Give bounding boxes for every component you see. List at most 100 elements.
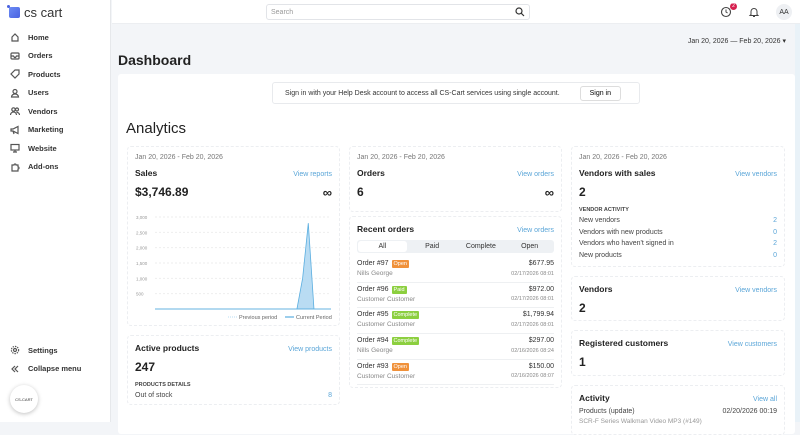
orders-value: 6 [357, 185, 364, 199]
order-customer: Nills George [357, 347, 393, 355]
logo[interactable]: cs cart [7, 5, 63, 20]
activity-label: Products (update) [579, 408, 635, 416]
search-input[interactable]: Search [266, 4, 530, 20]
y-tick-label: 2,500 [136, 230, 148, 235]
sidebar-item-label: Products [28, 69, 61, 79]
search-icon[interactable] [515, 7, 525, 17]
chevrons-left-icon [11, 365, 19, 373]
customers-title: Registered customers [579, 338, 669, 348]
row-value[interactable]: 2 [773, 240, 777, 248]
order-customer: Customer Customer [357, 295, 416, 303]
sales-chart: 500 1,000 1,500 2,000 2,500 3,000 Previous per… [136, 215, 332, 321]
order-row[interactable]: Order #96 Paid $972.00 Customer Customer 02/… [357, 283, 554, 309]
sidebar-item-label: Add-ons [28, 162, 59, 172]
vendors-sales-card: Jan 20, 2026 - Feb 20, 2026 Vendors with… [571, 146, 785, 267]
order-number: Order #95 [357, 311, 389, 319]
sidebar-item-add-ons[interactable]: Add-ons [0, 158, 111, 177]
helpdesk-banner: Sign in with your Help Desk account to a… [272, 82, 640, 104]
view-all-link[interactable]: View all [753, 396, 777, 403]
view-products-link[interactable]: View products [288, 346, 332, 353]
order-status-badge: Open [391, 362, 409, 371]
date-range-picker[interactable]: Jan 20, 2026 — Feb 20, 2026 ▾ [688, 37, 786, 45]
brand-name: cs cart [24, 5, 63, 20]
customers-value: 1 [579, 355, 586, 369]
sidebar-item-label: Vendors [28, 106, 58, 116]
scrollbar[interactable] [795, 24, 800, 422]
view-reports-link[interactable]: View reports [293, 171, 332, 178]
view-vendors-link[interactable]: View vendors [735, 287, 777, 294]
view-orders-link[interactable]: View orders [517, 171, 554, 178]
sidebar-item-label: Website [28, 143, 57, 153]
vendors-card: Vendors View vendors 2 [571, 276, 785, 321]
y-tick-label: 1,500 [136, 261, 148, 266]
notifications-button[interactable]: 2 [720, 3, 737, 19]
active-products-title: Active products [135, 343, 200, 353]
products-details-heading: PRODUCTS DETAILS [135, 382, 191, 388]
tab-paid[interactable]: Paid [425, 243, 440, 250]
view-vendors-link[interactable]: View vendors [735, 171, 777, 178]
order-row[interactable]: Order #97 Open $677.95 Nills George 02/17/20… [357, 257, 554, 283]
order-date: 02/17/2026 08:01 [511, 296, 554, 303]
order-row[interactable]: Order #95 Complete $1,799.94 Customer Custo… [357, 308, 554, 335]
notification-badge: 2 [730, 3, 737, 10]
page-title: Dashboard [118, 52, 192, 68]
sidebar-item-products[interactable]: Products [0, 65, 111, 84]
order-customer: Customer Customer [357, 321, 416, 329]
view-orders-link[interactable]: View orders [517, 227, 554, 234]
order-number: Order #96 [357, 285, 389, 293]
tab-all[interactable]: All [358, 241, 407, 252]
view-customers-link[interactable]: View customers [727, 341, 777, 348]
infinity-icon: ∞ [544, 185, 554, 200]
row-value[interactable]: 8 [328, 392, 332, 400]
user-avatar[interactable]: AA [776, 4, 792, 20]
period-label: Jan 20, 2026 - Feb 20, 2026 [579, 154, 667, 161]
order-row[interactable]: Order #93 Open $150.00 Customer Customer 02/… [357, 360, 554, 386]
sidebar-item-website[interactable]: Website [0, 139, 111, 158]
store-avatar-text: CS-CART [15, 396, 33, 402]
sign-in-button[interactable]: Sign in [579, 86, 621, 101]
inbox-icon [10, 52, 20, 60]
sidebar-item-orders[interactable]: Orders [0, 47, 111, 66]
sidebar-item-settings[interactable]: Settings [0, 341, 111, 360]
users-icon [10, 107, 20, 116]
order-amount: $297.00 [528, 337, 554, 345]
order-status-badge: Complete [391, 337, 420, 346]
activity-item[interactable]: Products (update) 02/20/2026 00:19 [579, 406, 777, 418]
analytics-title: Analytics [126, 120, 187, 137]
activity-detail: SCR-F Series Walkman Video MP3 (#149) [579, 417, 702, 425]
row-value[interactable]: 0 [773, 251, 777, 259]
y-tick-label: 500 [136, 292, 144, 297]
period-label: Jan 20, 2026 - Feb 20, 2026 [357, 154, 445, 161]
gear-icon [10, 346, 20, 355]
store-avatar[interactable]: CS-CART [10, 385, 38, 413]
tab-open[interactable]: Open [521, 243, 539, 250]
y-tick-label: 1,000 [136, 276, 148, 281]
order-status-badge: Paid [391, 285, 407, 294]
order-row[interactable]: Order #94 Complete $297.00 Nills George 02/1… [357, 334, 554, 360]
row-label: Vendors who haven't signed in [579, 240, 674, 248]
search-placeholder: Search [271, 8, 294, 16]
bell-button[interactable] [748, 5, 762, 19]
tab-complete[interactable]: Complete [465, 243, 496, 250]
sidebar-item-label: Orders [28, 51, 53, 61]
row-value[interactable]: 2 [773, 217, 777, 225]
current-period-area [155, 223, 331, 310]
order-customer: Customer Customer [357, 372, 416, 380]
sidebar-item-vendors[interactable]: Vendors [0, 102, 111, 121]
row-label: Vendors with new products [579, 228, 663, 236]
legend-cur-label: Current Period [296, 315, 332, 321]
order-amount: $972.00 [528, 285, 554, 293]
order-number: Order #94 [357, 337, 389, 345]
sidebar-item-label: Users [28, 88, 49, 98]
recent-orders-title: Recent orders [357, 224, 415, 234]
sidebar-item-users[interactable]: Users [0, 84, 111, 103]
order-status-badge: Open [391, 260, 409, 268]
sidebar-item-collapse-menu[interactable]: Collapse menu [0, 360, 111, 379]
activity-title: Activity [579, 393, 610, 403]
sidebar-item-home[interactable]: Home [0, 28, 111, 47]
order-date: 02/17/2026 08:01 [511, 321, 554, 328]
row-label: Out of stock [135, 392, 173, 400]
sidebar-item-marketing[interactable]: Marketing [0, 121, 111, 140]
row-value[interactable]: 0 [773, 228, 777, 236]
customers-card: Registered customers View customers 1 [571, 330, 785, 376]
